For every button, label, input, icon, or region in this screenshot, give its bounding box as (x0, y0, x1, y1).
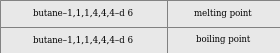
Bar (0, 0, 167, 26)
Bar (167, 26, 280, 53)
Text: butane–1,1,1,4,4,4–d 6: butane–1,1,1,4,4,4–d 6 (33, 9, 133, 18)
Bar (0, 26, 167, 53)
Text: melting point: melting point (195, 9, 252, 18)
Bar (167, 0, 280, 26)
Text: boiling point: boiling point (196, 35, 250, 44)
Text: butane–1,1,1,4,4,4–d 6: butane–1,1,1,4,4,4–d 6 (33, 35, 133, 44)
